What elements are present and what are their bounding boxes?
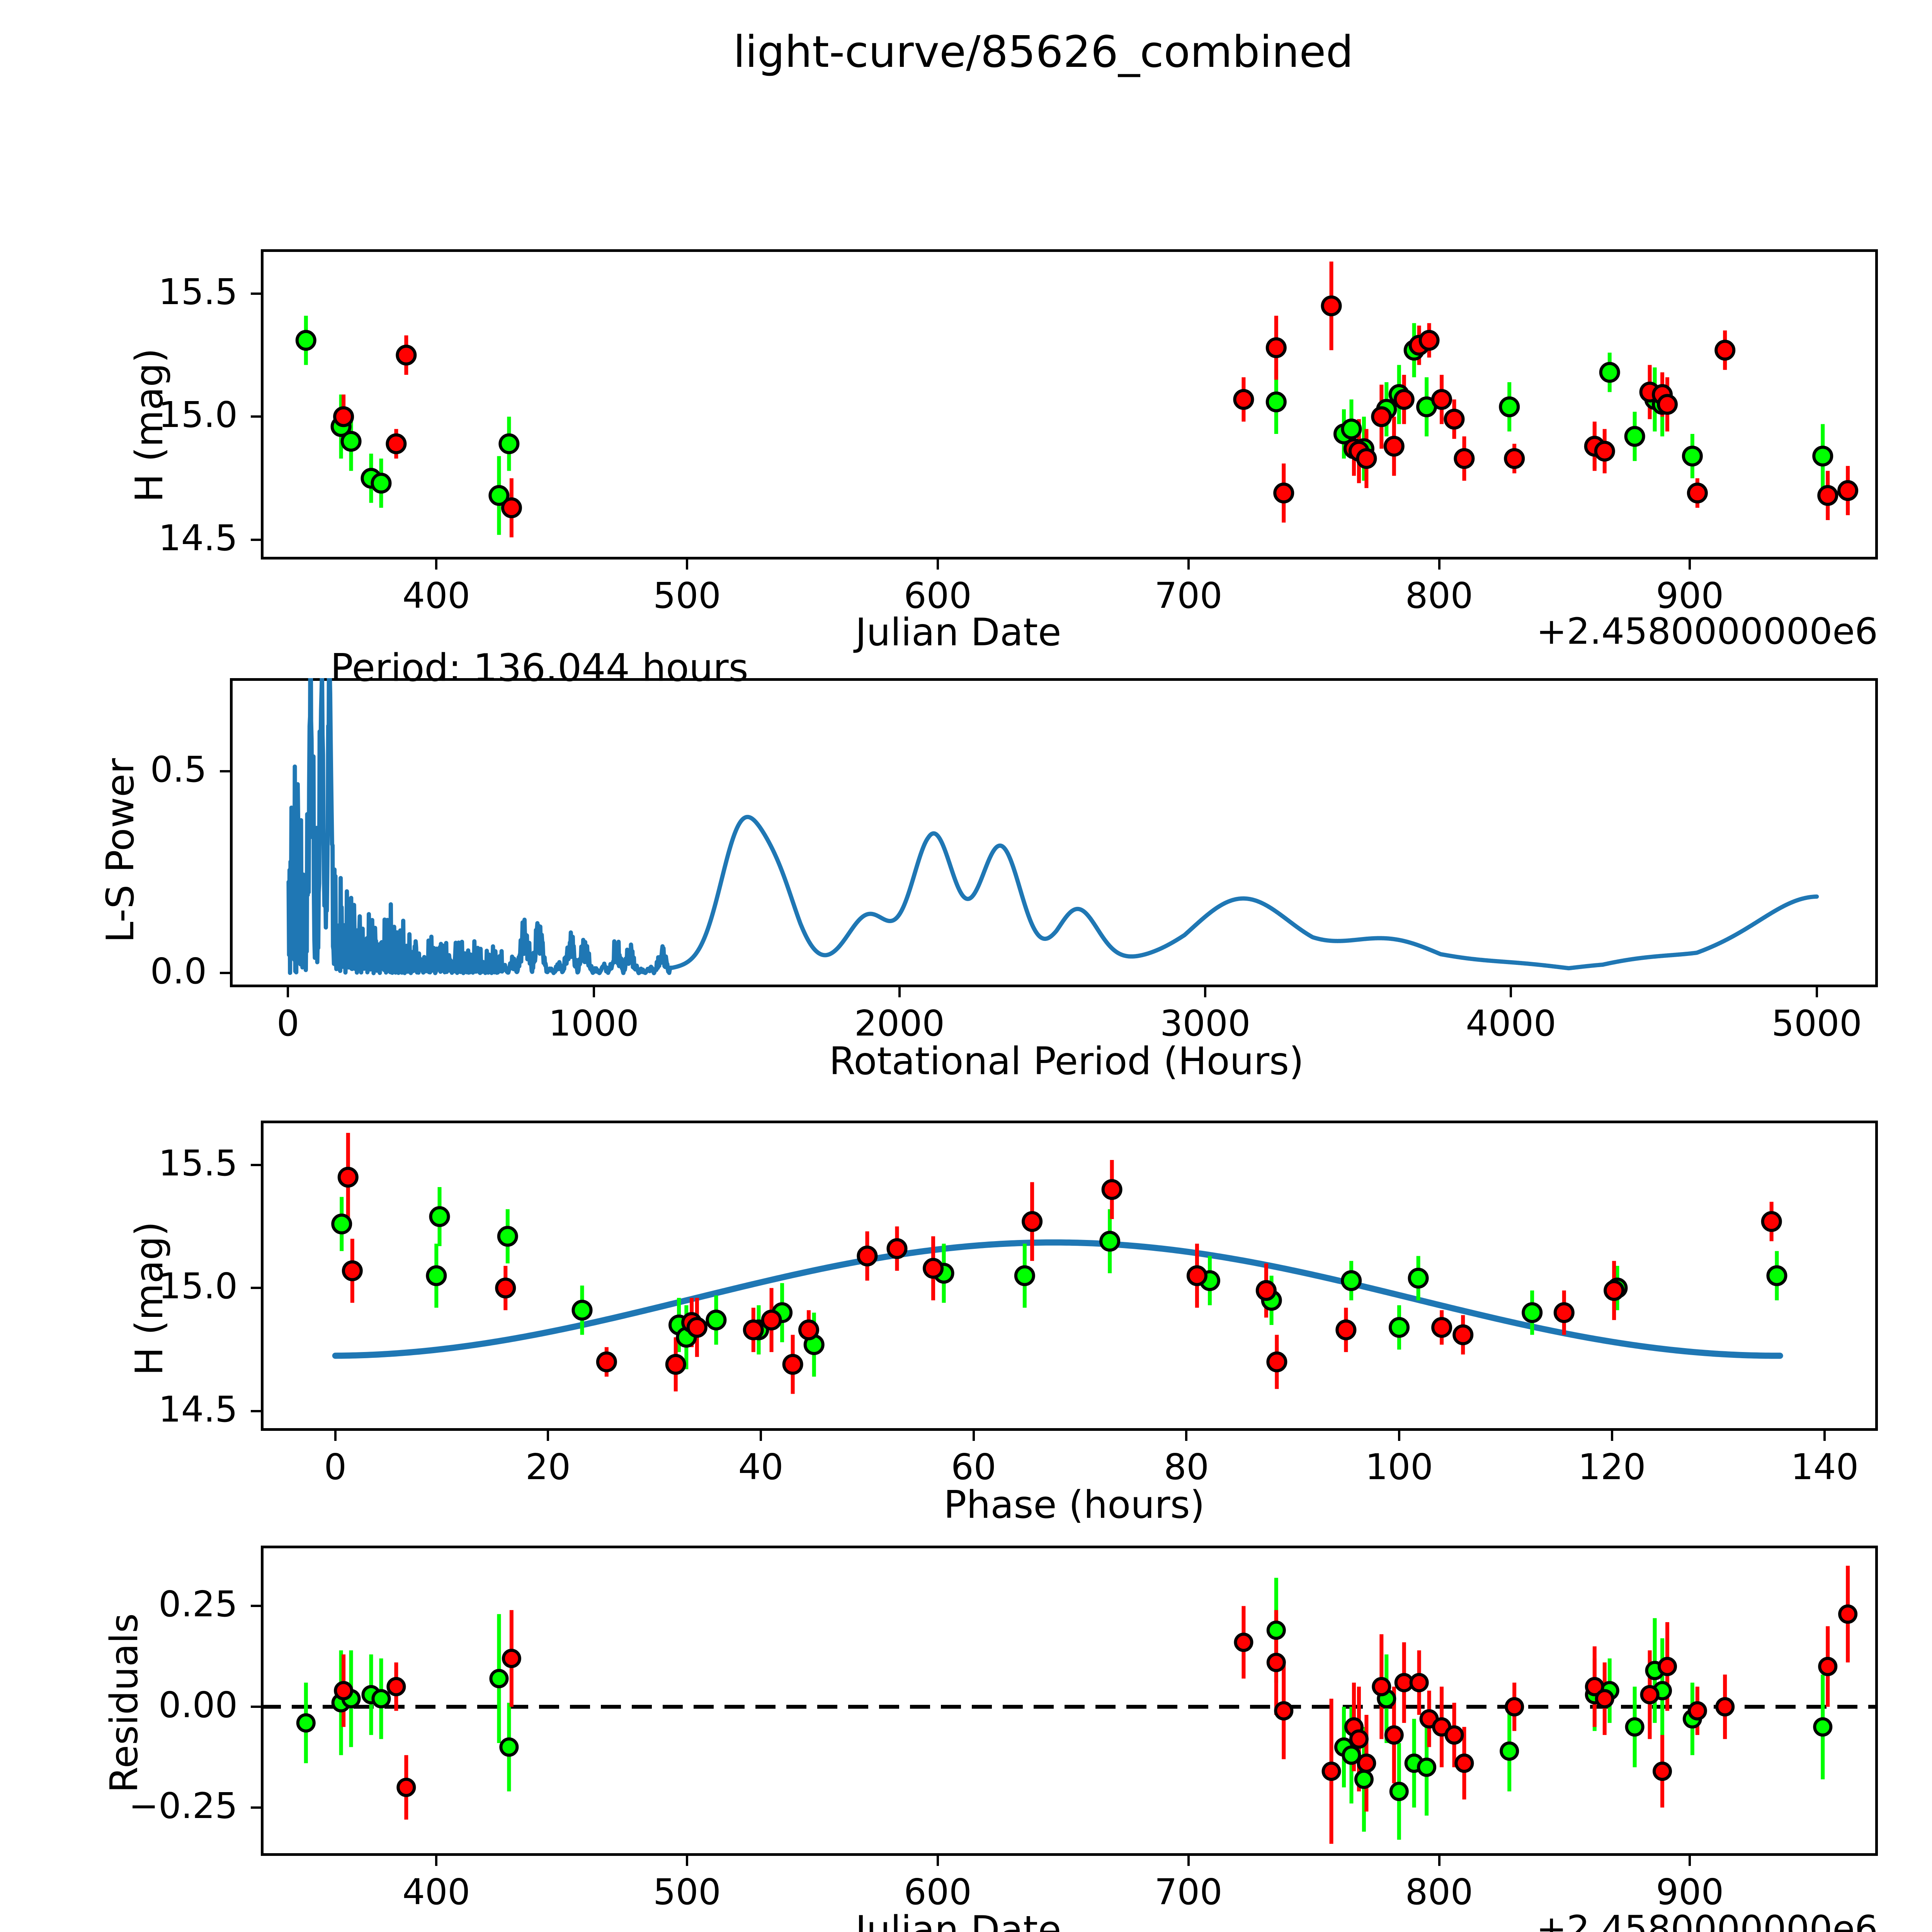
phase-folded-y-axis-label: H (mag) (128, 1221, 172, 1376)
phase-folded-x-tickmark (972, 1431, 975, 1441)
light-curve-x-tick-label: 900 (1656, 575, 1724, 616)
light-curve-y-tick-label: 15.5 (158, 271, 238, 313)
phase-folded-y-tickmark (251, 1163, 261, 1166)
light-curve-offset-text: +2.4580000000e6 (1536, 611, 1878, 653)
axes-frame-light-curve (261, 249, 1878, 560)
periodogram-x-tick-label: 2000 (854, 1003, 945, 1044)
periodogram-x-tick-label: 5000 (1771, 1003, 1862, 1044)
light-curve-x-tick-label: 800 (1405, 575, 1473, 616)
light-curve-x-tickmark (686, 560, 689, 570)
phase-folded-x-tickmark (1611, 1431, 1613, 1441)
panel-residuals (261, 1546, 1878, 1856)
residuals-x-tick-label: 700 (1154, 1871, 1223, 1913)
phase-folded-x-tick-label: 60 (951, 1446, 997, 1488)
periodogram-y-tickmark (220, 770, 230, 772)
residuals-y-tick-label: 0.25 (158, 1583, 238, 1625)
phase-folded-x-tick-label: 100 (1365, 1446, 1433, 1488)
light-curve-x-tickmark (936, 560, 939, 570)
light-curve-y-tick-label: 15.0 (158, 394, 238, 436)
phase-folded-x-tickmark (547, 1431, 549, 1441)
phase-folded-x-tickmark (1823, 1431, 1826, 1441)
residuals-x-tickmark (1438, 1856, 1440, 1866)
periodogram-x-tickmark (1815, 987, 1818, 997)
light-curve-y-tickmark (251, 292, 261, 295)
residuals-y-tickmark (251, 1806, 261, 1809)
periodogram-x-tick-label: 4000 (1466, 1003, 1556, 1044)
figure-title: light-curve/85626_combined (733, 27, 1354, 77)
residuals-x-tickmark (1187, 1856, 1190, 1866)
periodogram-x-tickmark (592, 987, 595, 997)
phase-folded-y-tick-label: 15.5 (158, 1142, 238, 1184)
light-curve-x-tick-label: 500 (653, 575, 721, 616)
periodogram-x-tick-label: 0 (277, 1003, 299, 1044)
light-curve-y-tick-label: 14.5 (158, 517, 238, 559)
residuals-x-tick-label: 400 (402, 1871, 470, 1913)
residuals-y-tick-label: 0.00 (158, 1684, 238, 1726)
phase-folded-x-tickmark (760, 1431, 762, 1441)
light-curve-x-tickmark (1689, 560, 1691, 570)
residuals-x-tickmark (1689, 1856, 1691, 1866)
residuals-y-tickmark (251, 1605, 261, 1607)
residuals-x-tickmark (936, 1856, 939, 1866)
phase-folded-x-tick-label: 140 (1791, 1446, 1859, 1488)
light-curve-y-tickmark (251, 539, 261, 541)
residuals-x-tick-label: 900 (1656, 1871, 1724, 1913)
phase-folded-x-tickmark (1398, 1431, 1401, 1441)
light-curve-x-tick-label: 400 (402, 575, 470, 616)
phase-folded-x-tick-label: 0 (324, 1446, 347, 1488)
light-curve-y-tickmark (251, 415, 261, 418)
phase-folded-x-tickmark (334, 1431, 337, 1441)
periodogram-x-tickmark (898, 987, 901, 997)
residuals-x-axis-label: Julian Date (855, 1908, 1061, 1932)
phase-folded-y-tickmark (251, 1287, 261, 1289)
periodogram-x-axis-label: Rotational Period (Hours) (829, 1039, 1304, 1083)
periodogram-plot-area (286, 678, 1819, 975)
periodogram-x-tick-label: 3000 (1160, 1003, 1251, 1044)
light-curve-x-tick-label: 600 (904, 575, 972, 616)
light-curve-x-tick-label: 700 (1154, 575, 1223, 616)
axes-frame-phase-folded (261, 1121, 1878, 1431)
phase-folded-y-tick-label: 15.0 (158, 1265, 238, 1307)
phase-folded-x-tick-label: 20 (525, 1446, 571, 1488)
phase-folded-x-tick-label: 120 (1578, 1446, 1646, 1488)
phase-folded-y-tick-label: 14.5 (158, 1389, 238, 1430)
periodogram-title: Period: 136.044 hours (330, 646, 748, 690)
phase-folded-x-axis-label: Phase (hours) (944, 1483, 1205, 1527)
periodogram-x-tickmark (1510, 987, 1512, 997)
residuals-x-tick-label: 500 (653, 1871, 721, 1913)
panel-phase-folded (261, 1121, 1878, 1431)
periodogram-y-tick-label: 0.0 (150, 951, 207, 992)
light-curve-x-tickmark (435, 560, 438, 570)
periodogram-x-tickmark (287, 987, 289, 997)
phase-folded-y-tickmark (251, 1410, 261, 1413)
residuals-y-axis-label: Residuals (102, 1613, 146, 1793)
residuals-y-tickmark (251, 1706, 261, 1708)
light-curve-y-axis-label: H (mag) (128, 348, 172, 502)
light-curve-x-axis-label: Julian Date (855, 611, 1061, 655)
phase-folded-x-tick-label: 80 (1163, 1446, 1209, 1488)
periodogram-x-tickmark (1204, 987, 1207, 997)
light-curve-x-tickmark (1187, 560, 1190, 570)
residuals-x-tickmark (686, 1856, 689, 1866)
phase-folded-plot-area (331, 1133, 1787, 1394)
phase-folded-x-tick-label: 40 (738, 1446, 784, 1488)
residuals-x-tick-label: 800 (1405, 1871, 1473, 1913)
periodogram-y-tickmark (220, 972, 230, 975)
periodogram-y-tick-label: 0.5 (150, 748, 207, 790)
periodogram-x-tick-label: 1000 (548, 1003, 639, 1044)
residuals-plot-area (261, 1566, 1878, 1844)
phase-folded-x-tickmark (1185, 1431, 1188, 1441)
light-curve-plot-area (295, 261, 1859, 537)
periodogram-y-axis-label: L-S Power (99, 758, 143, 943)
panel-light-curve (261, 249, 1878, 560)
residuals-y-tick-label: −0.25 (129, 1785, 238, 1827)
residuals-offset-text: +2.4580000000e6 (1536, 1908, 1878, 1932)
residuals-x-tick-label: 600 (904, 1871, 972, 1913)
light-curve-x-tickmark (1438, 560, 1440, 570)
panel-periodogram (230, 678, 1878, 987)
residuals-x-tickmark (435, 1856, 438, 1866)
